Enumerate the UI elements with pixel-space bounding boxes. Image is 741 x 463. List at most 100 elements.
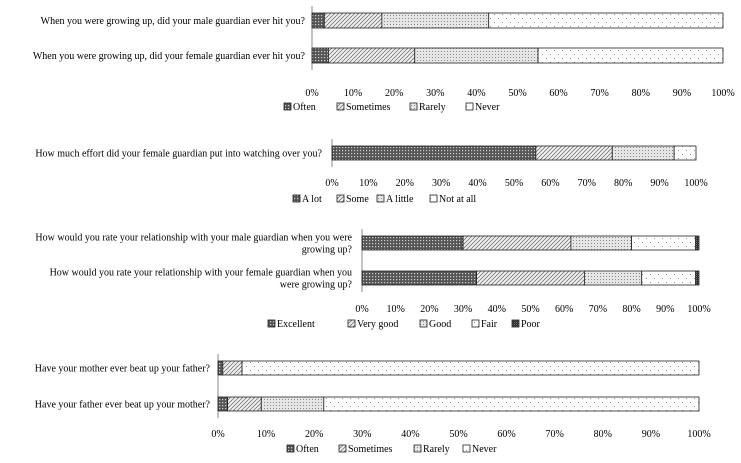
legend-swatch [292,194,301,203]
x-tick-label: 30% [426,88,444,99]
legend-swatch [413,444,422,453]
bar-segment-a-little [611,145,675,161]
bar-segment-poor [695,235,700,251]
chart-1: When you were growing up, did your male … [33,6,735,113]
x-tick-label: 30% [432,178,450,189]
legend-swatch [471,319,480,328]
bar-segment-sometimes [323,12,383,29]
legend-label: Often [296,444,319,455]
x-tick-label: 80% [594,429,612,440]
bar-segment-rarely [260,396,325,412]
chart-4: Have your mother ever beat up your fathe… [35,354,711,455]
legend-label: Some [346,194,369,205]
category-label: Have your mother ever beat up your fathe… [35,364,211,375]
x-tick-label: 40% [488,304,506,315]
bar-segment-good [584,270,643,286]
x-tick-label: 90% [656,304,674,315]
legend-label: Not at all [439,194,476,205]
x-tick-label: 100% [687,429,710,440]
legend-label: Never [472,444,497,455]
bar-segment-sometimes [227,396,262,412]
legend-label: Rarely [423,444,450,455]
legend-label: Fair [481,319,498,330]
legend-swatch [336,102,345,111]
bar-segment-often [311,47,329,64]
legend-label: Sometimes [346,102,391,113]
bar-segment-very-good [476,270,585,286]
bar-segment-fair [641,270,697,286]
legend-swatch [409,102,418,111]
category-label: How would you rate your relationship wit… [50,268,352,279]
x-tick-label: 10% [359,178,377,189]
bar-segment-often [311,12,325,29]
x-tick-label: 20% [420,304,438,315]
category-label: were growing up? [280,280,353,291]
x-tick-label: 90% [673,88,691,99]
bar-segment-rarely [414,47,539,64]
legend-swatch [267,319,276,328]
chart-3: How would you rate your relationship wit… [35,229,711,330]
x-tick-label: 0% [325,178,338,189]
legend-label: A little [386,194,414,205]
x-tick-label: 70% [589,304,607,315]
x-tick-label: 90% [650,178,668,189]
legend-label: Never [475,102,500,113]
legend-label: A lot [302,194,322,205]
x-tick-label: 100% [687,304,710,315]
legend-swatch [462,444,471,453]
bar-segment-good [570,235,633,251]
legend-label: Often [293,102,316,113]
x-tick-label: 30% [454,304,472,315]
x-tick-label: 70% [578,178,596,189]
bar-segment-very-good [462,235,572,251]
legend-swatch [286,444,295,453]
category-label: Have your father ever beat up your mothe… [35,400,211,411]
x-tick-label: 80% [632,88,650,99]
x-tick-label: 10% [387,304,405,315]
x-tick-label: 70% [546,429,564,440]
bar-segment-a-lot [331,145,537,161]
x-tick-label: 60% [549,88,567,99]
x-tick-label: 60% [555,304,573,315]
x-tick-label: 0% [355,304,368,315]
x-tick-label: 50% [508,88,526,99]
x-tick-label: 0% [305,88,318,99]
bar-segment-never [537,47,724,64]
bar-segment-sometimes [328,47,416,64]
legend-label: Poor [521,319,541,330]
bar-segment-fair [631,235,697,251]
x-tick-label: 40% [468,178,486,189]
legend-swatch [376,194,385,203]
x-tick-label: 70% [591,88,609,99]
bar-segment-not-at-all [673,145,697,161]
legend-swatch [419,319,428,328]
bar-segment-excellent [361,270,477,286]
bar-segment-never [488,12,724,29]
legend-label: Sometimes [348,444,393,455]
bar-segment-never [241,360,700,376]
x-tick-label: 40% [467,88,485,99]
x-tick-label: 100% [684,178,707,189]
x-tick-label: 40% [401,429,419,440]
category-label: When you were growing up, did your male … [41,16,306,27]
bar-segment-never [323,396,700,412]
x-tick-label: 60% [541,178,559,189]
chart-2: How much effort did your female guardian… [35,139,708,205]
x-tick-label: 100% [711,88,734,99]
category-label: growing up? [302,245,353,256]
x-tick-label: 0% [211,429,224,440]
legend-swatch [283,102,292,111]
legend-label: Rarely [419,102,446,113]
legend-label: Good [429,319,451,330]
x-tick-label: 50% [521,304,539,315]
legend-swatch [336,194,345,203]
x-tick-label: 80% [614,178,632,189]
bar-segment-often [217,396,229,412]
x-tick-label: 20% [385,88,403,99]
x-tick-label: 50% [505,178,523,189]
legend-swatch [465,102,474,111]
category-label: How much effort did your female guardian… [35,149,322,160]
bar-segment-some [535,145,613,161]
bar-segment-sometimes [222,360,243,376]
